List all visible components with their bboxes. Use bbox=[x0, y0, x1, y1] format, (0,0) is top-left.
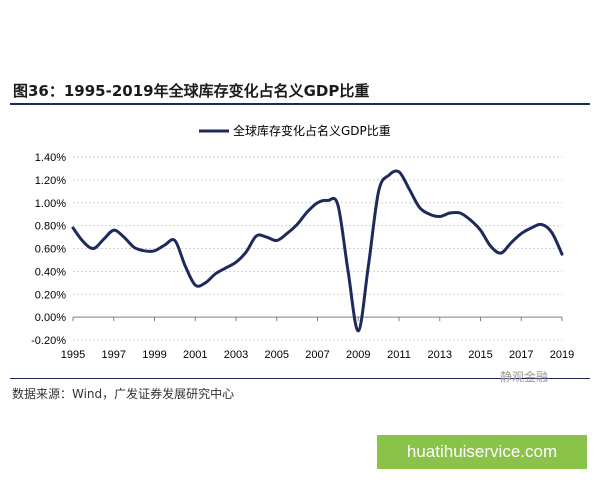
series-line bbox=[71, 169, 564, 333]
url-banner: huatihuiservice.com bbox=[377, 435, 587, 469]
x-tick-label: 2017 bbox=[509, 349, 533, 361]
x-tick-label: 2001 bbox=[183, 349, 207, 361]
x-tick-label: 1997 bbox=[102, 349, 126, 361]
legend: 全球库存变化占名义GDP比重 bbox=[199, 123, 391, 138]
x-tick-label: 2003 bbox=[224, 349, 248, 361]
x-tick-label: 2009 bbox=[346, 349, 370, 361]
x-tick-label: 2005 bbox=[265, 349, 289, 361]
y-tick-label: 1.40% bbox=[35, 152, 66, 164]
x-axis-ticks: 1995 1997 1999 2001 2003 2005 2007 2009 2011 2013… bbox=[61, 349, 574, 361]
watermark: 静观金融 bbox=[500, 370, 549, 384]
x-tick-label: 1999 bbox=[142, 349, 166, 361]
legend-label: 全球库存变化占名义GDP比重 bbox=[233, 123, 391, 138]
figure-title: 图36：1995-2019年全球库存变化占名义GDP比重 bbox=[13, 82, 370, 100]
y-tick-label: 0.80% bbox=[35, 221, 66, 233]
x-tick-label: 2007 bbox=[305, 349, 329, 361]
source-note: 数据来源：Wind，广发证券发展研究中心 bbox=[12, 387, 235, 401]
y-tick-label: 0.60% bbox=[35, 244, 66, 256]
y-tick-label: 0.00% bbox=[35, 312, 66, 324]
y-tick-label: 0.40% bbox=[35, 266, 66, 278]
x-tick-label: 2013 bbox=[428, 349, 452, 361]
x-axis bbox=[72, 316, 563, 322]
series-group bbox=[71, 169, 564, 333]
y-tick-label: -0.20% bbox=[31, 335, 66, 347]
grid-lines bbox=[73, 156, 562, 341]
x-tick-label: 1995 bbox=[61, 349, 85, 361]
x-tick-label: 2011 bbox=[387, 349, 411, 361]
x-tick-label: 2019 bbox=[550, 349, 574, 361]
line-chart: -0.20% 0.00% 0.20% 0.40% 0.60% 0.80% 1.00% 1.20… bbox=[31, 123, 574, 361]
y-tick-label: 1.00% bbox=[35, 198, 66, 210]
x-tick-label: 2015 bbox=[468, 349, 492, 361]
y-tick-label: 0.20% bbox=[35, 289, 66, 301]
bottom-divider bbox=[10, 378, 590, 379]
title-divider bbox=[10, 103, 590, 105]
y-tick-label: 1.20% bbox=[35, 175, 66, 187]
y-axis-ticks: -0.20% 0.00% 0.20% 0.40% 0.60% 0.80% 1.00% 1.20… bbox=[31, 152, 66, 347]
